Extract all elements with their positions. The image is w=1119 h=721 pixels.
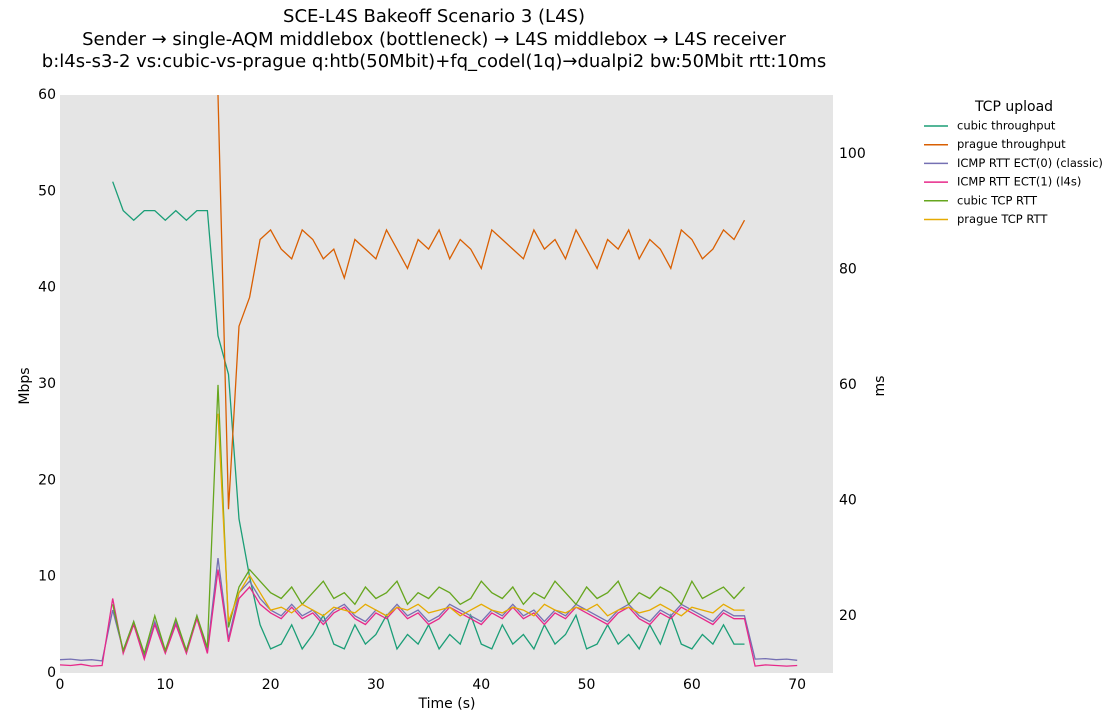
y2-tick-label: 80 <box>839 261 857 277</box>
x-tick-label: 40 <box>472 677 490 693</box>
legend-label: prague throughput <box>957 137 1066 151</box>
y-tick-label: 30 <box>38 376 56 392</box>
y-tick-label: 10 <box>38 569 56 585</box>
x-tick-label: 50 <box>578 677 596 693</box>
legend-title: TCP upload <box>974 99 1053 115</box>
legend-label: cubic throughput <box>957 119 1056 133</box>
y2-axis-label: ms <box>872 376 888 397</box>
series-line <box>112 384 745 656</box>
y-tick-label: 40 <box>38 280 56 296</box>
legend-label: prague TCP RTT <box>957 212 1048 226</box>
y2-tick-label: 40 <box>839 492 857 508</box>
y-tick-label: 60 <box>38 87 56 103</box>
series-line <box>59 569 798 667</box>
x-tick-label: 0 <box>56 677 65 693</box>
chart-subtitle: Sender → single-AQM middlebox (bottlenec… <box>82 29 786 50</box>
series-line <box>217 413 745 622</box>
y-tick-label: 0 <box>47 665 56 681</box>
legend-label: cubic TCP RTT <box>957 193 1038 207</box>
series-line <box>217 94 746 510</box>
y2-tick-label: 20 <box>839 608 857 624</box>
x-tick-label: 20 <box>262 677 280 693</box>
x-axis-label: Time (s) <box>418 696 476 712</box>
chart-subtitle: b:l4s-s3-2 vs:cubic-vs-prague q:htb(50Mb… <box>42 51 826 72</box>
y-tick-label: 50 <box>38 183 56 199</box>
chart-title: SCE-L4S Bakeoff Scenario 3 (L4S) <box>283 6 585 27</box>
x-tick-label: 70 <box>788 677 806 693</box>
y-axis-label: Mbps <box>17 367 33 404</box>
x-tick-label: 30 <box>367 677 385 693</box>
legend-label: ICMP RTT ECT(0) (classic) <box>957 156 1103 170</box>
x-tick-label: 10 <box>156 677 174 693</box>
plot-area <box>60 95 833 673</box>
x-tick-label: 60 <box>683 677 701 693</box>
legend-label: ICMP RTT ECT(1) (l4s) <box>957 175 1081 189</box>
y2-tick-label: 100 <box>839 146 866 162</box>
y2-tick-label: 60 <box>839 377 857 393</box>
y-tick-label: 20 <box>38 472 56 488</box>
